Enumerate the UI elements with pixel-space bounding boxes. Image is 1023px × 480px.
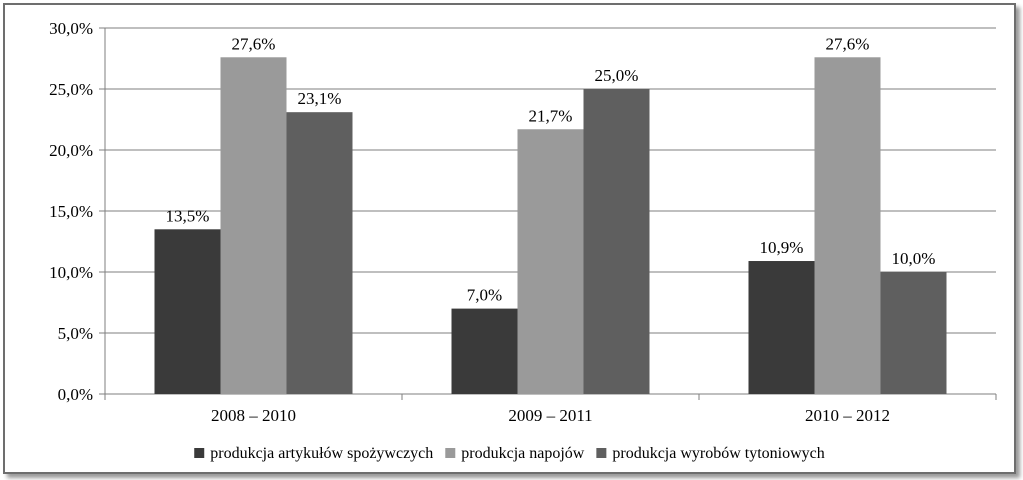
legend-swatch: [596, 448, 607, 458]
data-label: 10,0%: [892, 249, 936, 268]
data-label: 27,6%: [826, 34, 870, 53]
bar: [220, 57, 287, 394]
legend-swatch: [194, 448, 205, 458]
chart-frame: 0,0% 5,0% 10,0% 15,0% 20,0% 25,0% 30,0% 13,5% 27…: [3, 3, 1016, 474]
bar: [748, 261, 815, 394]
legend-label: produkcja napojów: [461, 445, 585, 462]
y-tick-label: 15,0%: [49, 202, 93, 221]
bar-chart: 0,0% 5,0% 10,0% 15,0% 20,0% 25,0% 30,0% 13,5% 27…: [49, 19, 997, 462]
data-label: 23,1%: [298, 89, 342, 108]
data-label: 7,0%: [467, 286, 502, 305]
legend-label: produkcja wyrobów tytoniowych: [612, 445, 824, 462]
y-tick-label: 5,0%: [58, 324, 93, 343]
bar: [154, 229, 221, 394]
bar: [583, 89, 650, 394]
bar: [814, 57, 881, 394]
legend-label: produkcja artykułów spożywczych: [210, 445, 433, 462]
x-tick-label: 2008 – 2010: [211, 406, 296, 425]
legend-swatch: [445, 448, 456, 458]
y-tick-label: 0,0%: [58, 385, 93, 404]
data-label: 13,5%: [166, 206, 210, 225]
data-label: 10,9%: [760, 238, 804, 257]
x-tick-label: 2010 – 2012: [805, 406, 890, 425]
bar: [880, 272, 947, 394]
y-tick-label: 20,0%: [49, 141, 93, 160]
y-tick-label: 10,0%: [49, 263, 93, 282]
x-tick-label: 2009 – 2011: [508, 406, 592, 425]
y-tick-label: 30,0%: [49, 19, 93, 38]
data-label: 27,6%: [232, 34, 276, 53]
data-label: 21,7%: [529, 106, 573, 125]
data-label: 25,0%: [595, 66, 639, 85]
y-tick-label: 25,0%: [49, 80, 93, 99]
bar: [517, 129, 584, 394]
bar: [286, 112, 353, 395]
bar: [451, 308, 518, 394]
